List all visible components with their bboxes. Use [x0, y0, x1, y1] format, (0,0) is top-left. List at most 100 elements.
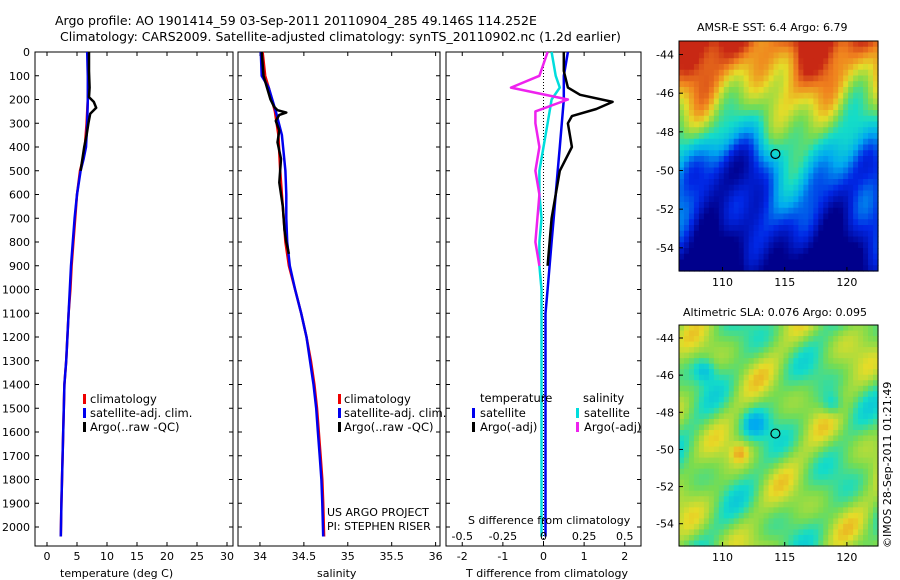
map-cell: [793, 363, 799, 370]
map-cell: [679, 485, 685, 492]
map-cell: [708, 347, 715, 354]
map-cell: [813, 341, 819, 348]
map-cell: [778, 402, 785, 409]
map-cell: [783, 446, 790, 453]
map-cell: [773, 259, 780, 266]
map-cell: [708, 463, 715, 470]
map-cell: [708, 92, 715, 100]
map-cell: [688, 474, 695, 481]
map-cell: [723, 523, 730, 531]
map-cell: [708, 69, 715, 77]
map-cell: [828, 507, 834, 514]
map-y-tick-label: -48: [656, 406, 674, 419]
map-cell: [688, 52, 695, 59]
map-cell: [713, 98, 720, 105]
map-cell: [858, 121, 864, 128]
map-cell: [773, 196, 780, 203]
map-cell: [758, 429, 765, 437]
map-cell: [718, 457, 725, 464]
map-cell: [783, 396, 790, 403]
map-cell: [698, 219, 705, 226]
map-cell: [728, 336, 735, 343]
map-cell: [713, 219, 720, 226]
map-cell: [753, 127, 760, 134]
map-cell: [698, 446, 705, 453]
map-cell: [728, 463, 735, 470]
map-cell: [703, 236, 710, 243]
map-cell: [743, 115, 750, 123]
map-cell: [728, 391, 735, 398]
map-cell: [733, 242, 740, 249]
map-cell: [798, 190, 804, 197]
map-cell: [763, 463, 770, 470]
map-cell: [868, 385, 874, 392]
map-cell: [803, 98, 809, 105]
map-cell: [743, 248, 750, 255]
map-cell: [823, 87, 829, 94]
map-cell: [713, 402, 720, 409]
map-cell: [768, 87, 775, 94]
map-cell: [858, 413, 864, 420]
map-cell: [808, 496, 814, 503]
map-cell: [763, 196, 770, 203]
map-cell: [868, 457, 874, 464]
map-cell: [713, 150, 720, 157]
map-cell: [698, 429, 705, 437]
map-cell: [823, 468, 829, 475]
map-cell: [763, 179, 770, 186]
map-cell: [718, 150, 725, 157]
map-cell: [778, 259, 785, 266]
map-cell: [813, 133, 819, 140]
map-cell: [768, 144, 775, 151]
map-cell: [848, 540, 854, 547]
map-cell: [708, 133, 715, 140]
map-cell: [753, 156, 760, 163]
map-cell: [763, 435, 770, 442]
map-cell: [828, 518, 834, 525]
map-cell: [783, 75, 790, 82]
map-cell: [848, 402, 854, 409]
map-cell: [798, 391, 804, 398]
map-cell: [703, 391, 710, 398]
map-cell: [783, 236, 790, 243]
map-cell: [828, 441, 834, 448]
map-cell: [868, 184, 874, 192]
map-cell: [693, 385, 700, 392]
map-cell: [823, 418, 829, 426]
map-cell: [868, 121, 874, 128]
map-cell: [843, 248, 849, 255]
map-cell: [723, 144, 730, 151]
map-cell: [688, 196, 695, 203]
map-cell: [773, 501, 780, 508]
map-cell: [723, 341, 730, 348]
map-cell: [758, 435, 765, 442]
argo-position-marker: [770, 148, 781, 160]
map-cell: [833, 87, 839, 94]
map-cell: [738, 479, 745, 486]
map-cell: [808, 407, 814, 415]
map-frame: [678, 324, 879, 547]
map-cell: [813, 441, 819, 448]
map-cell: [763, 138, 770, 146]
map-cell: [679, 463, 685, 470]
map-cell: [723, 391, 730, 398]
map-cell: [688, 435, 695, 442]
map-cell: [763, 225, 770, 232]
map-cell: [708, 207, 715, 215]
map-cell: [753, 41, 760, 48]
map-cell: [698, 385, 705, 392]
map-cell: [708, 374, 715, 381]
map-cell: [748, 369, 755, 376]
map-cell: [763, 242, 770, 249]
map-cell: [873, 225, 879, 232]
map-cell: [808, 325, 814, 332]
map-cell: [679, 490, 685, 497]
map-cell: [828, 236, 834, 243]
map-cell: [738, 518, 745, 525]
map-cell: [788, 435, 795, 442]
map-cell: [853, 341, 859, 348]
map-cell: [828, 87, 834, 94]
map-cell: [778, 496, 785, 503]
map-cell: [853, 413, 859, 420]
map-cell: [873, 133, 879, 140]
